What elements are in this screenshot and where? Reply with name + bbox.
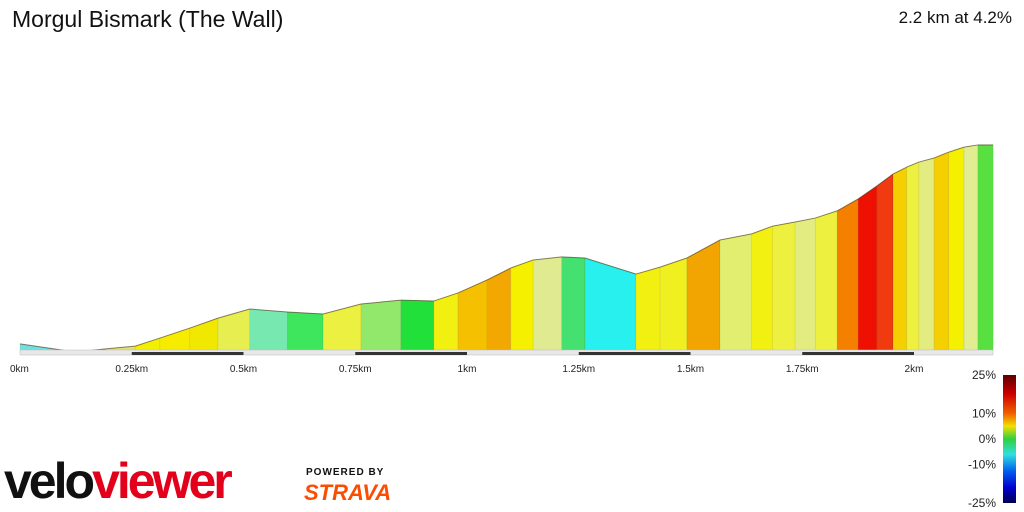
x-tick-label: 0km [10,364,29,375]
distance-band [578,352,691,355]
profile-segment [948,146,965,352]
profile-outline [510,259,534,269]
profile-outline [561,256,586,259]
legend-label: 10% [972,406,996,420]
profile-segment [433,292,459,352]
veloviewer-logo: veloviewer [4,453,233,509]
profile-segment [814,210,838,352]
profile-outline [486,267,512,281]
profile-segment [892,166,908,352]
x-tick-label: 0.25km [115,364,148,375]
x-tick-label: 1.25km [562,364,595,375]
profile-outline [963,144,978,148]
profile-outline [533,256,562,261]
legend-label: -10% [968,458,996,472]
profile-segment [918,157,935,352]
x-tick-label: 1km [458,364,477,375]
profile-segment [360,299,402,352]
profile-segment [933,151,950,352]
profile-outline [772,221,796,227]
profile-segment [686,239,721,352]
x-tick-label: 2km [905,364,924,375]
profile-segment [561,256,586,352]
gradient-legend-bar [1003,375,1016,503]
profile-segment [857,185,878,352]
distance-band [131,352,244,355]
profile-outline [948,146,965,153]
profile-outline [795,217,816,223]
x-tick-label: 0.5km [230,364,257,375]
profile-segment [510,259,534,352]
x-tick-label: 0.75km [339,364,372,375]
profile-outline [457,279,488,294]
baseline [19,349,994,356]
profile-outline [719,233,752,241]
profile-outline [249,308,288,313]
profile-segment [751,225,773,352]
profile-outline [751,225,773,235]
profile-outline [584,257,637,275]
profile-segment [836,198,859,352]
legend-label: 0% [979,432,997,446]
profile-segment [719,233,752,352]
profile-segment [963,144,979,352]
profile-outline [635,266,661,275]
profile-segment [322,303,362,352]
profile-outline [815,210,838,219]
profile-segment [486,267,512,352]
profile-segment [532,256,563,352]
profile-outline [876,173,894,187]
profile-segment [249,308,288,352]
profile-outline [433,292,459,302]
strava-logo: STRAVA [304,480,392,505]
profile-outline [686,239,721,259]
profile-segment [217,308,251,352]
profile-segment [635,266,661,352]
x-tick-label: 1.5km [677,364,704,375]
profile-outline [857,185,878,200]
profile-outline [361,299,401,305]
profile-outline [906,161,920,168]
profile-outline [159,327,191,339]
profile-outline [400,299,434,302]
profile-segment [400,299,435,352]
profile-outline [918,157,935,163]
profile-outline [105,345,136,350]
profile-segment [287,311,324,352]
legend-label: 25% [972,368,996,382]
profile-outline [659,257,688,268]
profile-outline [189,317,219,329]
profile-segment [159,327,191,352]
profile-outline [135,337,161,347]
profile-outline [287,311,324,315]
profile-segment [772,221,796,352]
profile-outline [892,166,908,175]
profile-outline [217,308,250,319]
x-tick-label: 1.75km [786,364,819,375]
profile-segment [906,161,920,352]
powered-by-label: POWERED BY [306,467,385,478]
profile-outline [933,151,950,159]
profile-segment [659,257,688,352]
segment-title: Morgul Bismark (The Wall) [12,6,284,32]
profile-outline [836,198,859,212]
profile-outline [322,303,362,315]
legend-label: -25% [968,496,996,510]
distance-band [355,352,467,355]
distance-band [802,352,914,355]
profile-segment [794,217,816,352]
profile-segment [977,144,994,352]
profile-segment [876,173,894,352]
segment-summary: 2.2 km at 4.2% [898,8,1012,27]
